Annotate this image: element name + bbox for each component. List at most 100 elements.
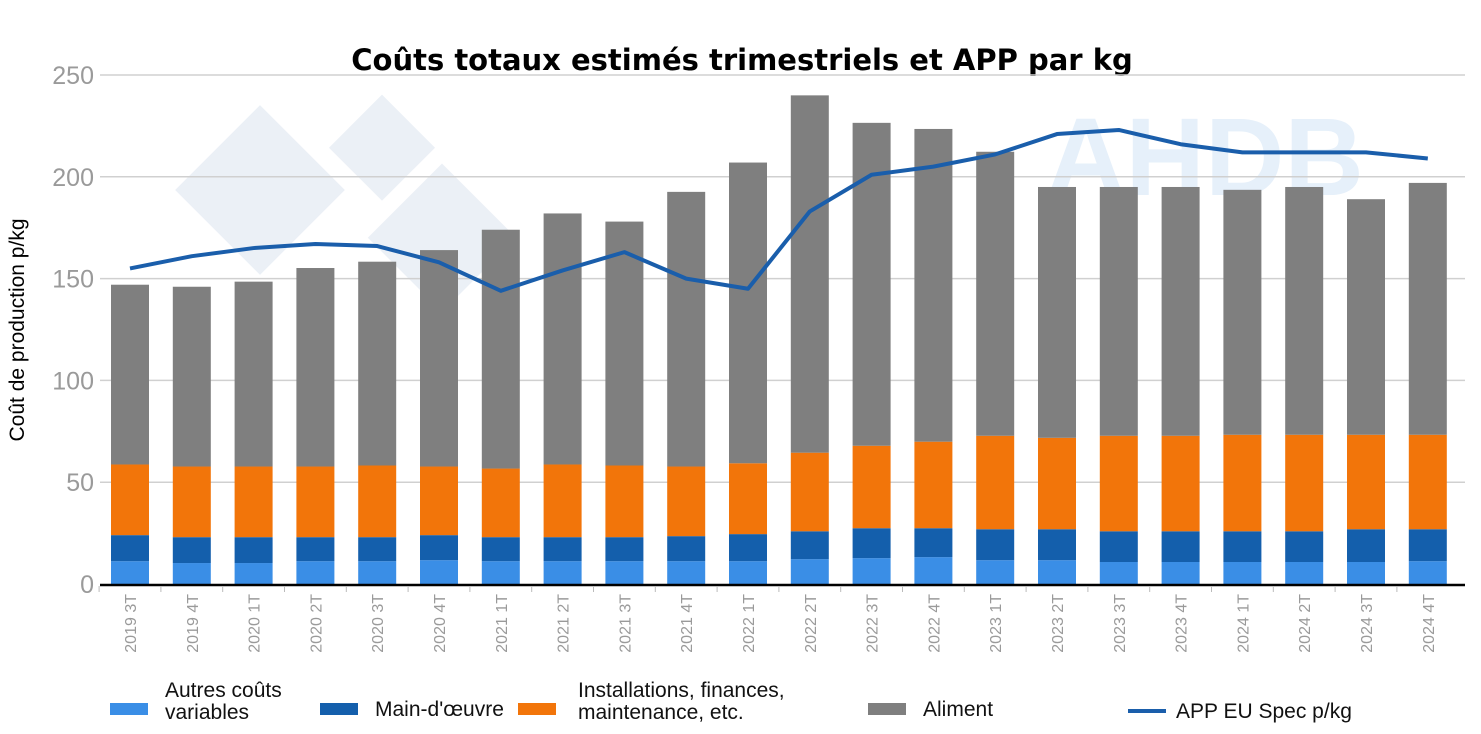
bar-segment xyxy=(1099,562,1138,584)
bar-segment xyxy=(111,284,149,465)
line-series-app xyxy=(129,127,1428,293)
bar-segment xyxy=(111,535,149,562)
bar-segment xyxy=(172,563,211,584)
bar-segment xyxy=(234,563,273,584)
bar-segment xyxy=(976,435,1015,530)
bar-segment xyxy=(172,466,211,538)
bar-segment xyxy=(1038,186,1076,438)
bar-segment xyxy=(1223,434,1262,532)
bar-segment xyxy=(1347,434,1385,530)
legend-swatch xyxy=(868,703,906,715)
legend-swatch xyxy=(110,703,148,715)
y-tick-label: 100 xyxy=(52,367,94,395)
bar-segment xyxy=(667,561,706,584)
x-tick-label: 2023 2T xyxy=(1050,594,1067,653)
bar-segment xyxy=(1223,189,1262,435)
x-tick-label: 2024 3T xyxy=(1359,594,1376,653)
legend-label: Autres coûts variables xyxy=(165,679,282,724)
bar-segment xyxy=(729,463,767,535)
y-axis-label: Coût de production p/kg xyxy=(6,219,29,442)
bar-segment xyxy=(296,466,335,538)
x-tick-label: 2020 2T xyxy=(308,594,325,653)
y-tick-label: 250 xyxy=(52,62,94,90)
bar-segment xyxy=(790,531,829,560)
bar-segment xyxy=(1285,186,1324,435)
watermark-333-logo xyxy=(175,94,517,312)
bar-segment xyxy=(605,537,644,562)
bar-segment xyxy=(1038,529,1076,561)
bar-segment xyxy=(914,557,953,584)
bar-segment xyxy=(420,250,458,467)
x-tick-label: 2024 4T xyxy=(1421,594,1438,653)
bar-segment xyxy=(976,529,1015,561)
bar-segment xyxy=(543,537,582,562)
bar-segment xyxy=(1099,186,1138,436)
bar-segment xyxy=(1038,437,1076,530)
bar-segment xyxy=(914,441,953,529)
bar-segment xyxy=(420,535,458,561)
bar-segment xyxy=(543,213,582,465)
bar-segment xyxy=(1038,560,1076,584)
bar-segment xyxy=(358,561,397,584)
x-tick-label: 2021 2T xyxy=(556,594,573,653)
x-tick-label: 2020 4T xyxy=(432,594,449,653)
x-tick-label: 2023 1T xyxy=(988,594,1005,653)
bar-segment xyxy=(543,561,582,584)
bar-segment xyxy=(729,561,767,584)
x-tick-label: 2022 4T xyxy=(926,594,943,653)
bar-segment xyxy=(296,537,335,562)
bar-segment xyxy=(1285,531,1324,563)
legend-label: Installations, finances, maintenance, etc… xyxy=(578,679,785,724)
x-tick-label: 2021 1T xyxy=(494,594,511,653)
bar-segment xyxy=(1347,562,1385,584)
bar-segment xyxy=(1347,529,1385,563)
bar-segment xyxy=(1408,561,1447,584)
bar-segment xyxy=(234,537,273,564)
bar-segment xyxy=(1408,529,1447,562)
bar-segment xyxy=(420,560,458,584)
bar-segment xyxy=(852,528,891,559)
x-tick-label: 2022 1T xyxy=(741,594,758,653)
bar-segment xyxy=(914,128,953,442)
bar-segment xyxy=(1408,434,1447,530)
bar-segment xyxy=(1347,199,1385,435)
bar-segment xyxy=(481,537,520,562)
bar-segment xyxy=(605,221,644,466)
x-tick-label: 2019 4T xyxy=(185,594,202,653)
x-tick-label: 2023 4T xyxy=(1174,594,1191,653)
x-tick-label: 2023 3T xyxy=(1112,594,1129,653)
bar-segment xyxy=(729,162,767,464)
bar-segment xyxy=(481,561,520,584)
x-tick-label: 2021 4T xyxy=(679,594,696,653)
bar-segment xyxy=(1099,531,1138,563)
x-tick-label: 2022 3T xyxy=(865,594,882,653)
bar-segment xyxy=(1285,434,1324,532)
bar-segment xyxy=(1408,182,1447,435)
bar-segment xyxy=(1223,531,1262,563)
legend-swatch xyxy=(320,703,358,715)
bar-segment xyxy=(1099,435,1138,532)
bar-segment xyxy=(605,465,644,538)
bar-segment xyxy=(790,559,829,584)
bar-segment xyxy=(481,229,520,469)
bar-segment xyxy=(976,560,1015,584)
bar-segment xyxy=(543,464,582,538)
y-tick-label: 50 xyxy=(66,469,94,497)
x-tick-label: 2022 2T xyxy=(803,594,820,653)
bar-segment xyxy=(1161,186,1200,436)
bar-segment xyxy=(976,151,1015,436)
x-tick-label: 2021 3T xyxy=(617,594,634,653)
bar-segment xyxy=(667,466,706,537)
bar-segment xyxy=(914,528,953,558)
bar-segment xyxy=(667,191,706,467)
legend-label: Aliment xyxy=(923,698,993,721)
bar-segment xyxy=(234,466,273,538)
bar-segment xyxy=(172,286,211,467)
bar-segment xyxy=(1285,562,1324,584)
bar-segment xyxy=(358,261,397,466)
bar-segment xyxy=(790,95,829,453)
bar-segment xyxy=(852,445,891,529)
legend-label: Main-d'œuvre xyxy=(375,698,504,721)
x-tick-label: 2020 1T xyxy=(247,594,264,653)
